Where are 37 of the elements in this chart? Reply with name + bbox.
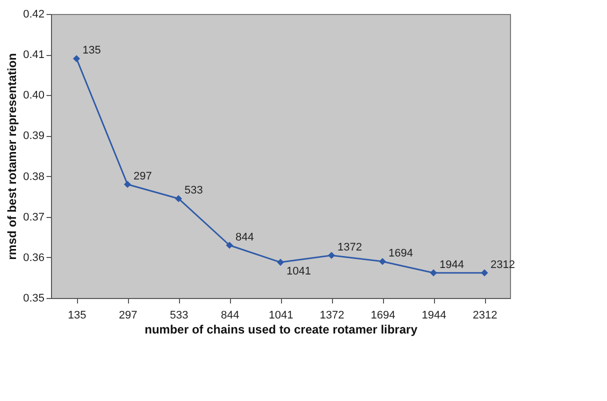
y-tick-label: 0.36: [23, 252, 44, 264]
x-tick-label: 844: [220, 310, 240, 322]
x-tick-label: 1694: [370, 310, 396, 322]
y-tick-label: 0.38: [23, 170, 44, 183]
x-tick-label: 135: [68, 310, 86, 322]
annotation: 844: [236, 231, 254, 244]
annotation: 1944: [440, 258, 464, 271]
x-axis-title: number of chains used to create rotamer library: [144, 322, 418, 336]
y-tick-label: 0.37: [23, 211, 44, 224]
x-tick-label: 1372: [320, 310, 344, 322]
x-tick-label: 297: [118, 310, 138, 322]
point: [378, 258, 386, 266]
y-tick-label: 0.41: [23, 49, 44, 62]
point: [276, 258, 284, 266]
x-tick-label: 1041: [268, 310, 294, 322]
y-tick-label: 0.35: [23, 292, 44, 304]
point: [328, 252, 336, 259]
x-tick-label: 2312: [472, 310, 498, 322]
point: [430, 269, 438, 276]
annotation: 297: [134, 170, 152, 182]
annotation: 1372: [338, 241, 362, 254]
point: [226, 242, 234, 249]
annotation: 533: [184, 184, 203, 197]
point: [124, 180, 132, 188]
annotation: 1041: [286, 265, 311, 278]
x-tick-label: 1944: [422, 310, 446, 322]
point: [72, 55, 80, 62]
point: [480, 269, 488, 276]
y-tick-label: 0.40: [23, 90, 44, 102]
y-axis-title: rmsd of best rotamer representation: [5, 53, 20, 260]
annotation: 135: [82, 44, 101, 57]
annotation: 1694: [388, 247, 413, 260]
point: [174, 195, 182, 202]
annotation: 2312: [490, 258, 515, 271]
x-tick-label: 533: [170, 310, 188, 322]
y-tick-label: 0.42: [23, 8, 44, 20]
y-tick-label: 0.39: [23, 130, 44, 142]
